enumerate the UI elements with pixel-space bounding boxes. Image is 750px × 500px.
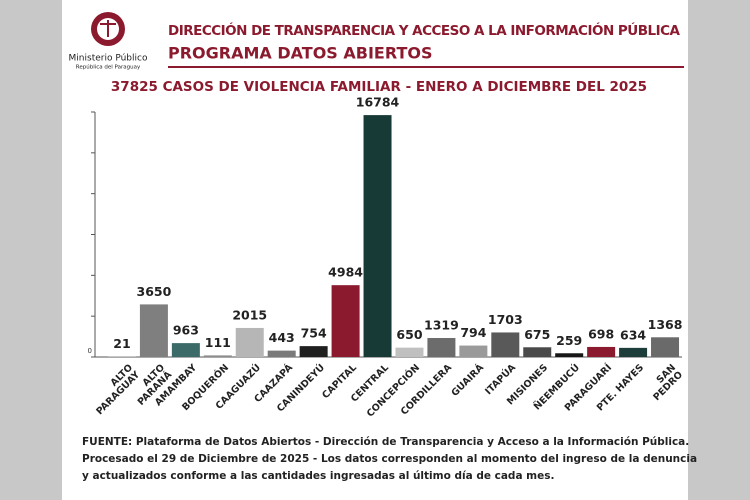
bar bbox=[331, 285, 360, 357]
value-label: 1703 bbox=[488, 312, 523, 327]
footer-line: FUENTE: Plataforma de Datos Abiertos - D… bbox=[82, 436, 690, 448]
bar bbox=[523, 347, 552, 357]
bar bbox=[651, 337, 680, 357]
value-label: 21 bbox=[113, 336, 130, 351]
value-label: 1368 bbox=[648, 317, 683, 332]
footer-line: Procesado el 29 de Diciembre de 2025 - L… bbox=[82, 453, 698, 465]
value-label: 2015 bbox=[232, 307, 267, 322]
value-label: 650 bbox=[396, 327, 422, 342]
value-label: 259 bbox=[556, 333, 582, 348]
bar bbox=[171, 343, 200, 357]
value-label: 634 bbox=[620, 327, 646, 342]
value-label: 698 bbox=[588, 326, 614, 341]
bar bbox=[363, 115, 392, 357]
bar bbox=[267, 350, 296, 357]
value-label: 3650 bbox=[137, 284, 172, 299]
footer-line: y actualizados conforme a las cantidades… bbox=[82, 470, 555, 482]
value-label: 111 bbox=[205, 335, 231, 350]
bar bbox=[299, 346, 328, 357]
value-label: 1319 bbox=[424, 317, 459, 332]
bar bbox=[459, 345, 488, 357]
org-sub: República del Paraguay bbox=[76, 64, 141, 71]
chart-title: 37825 CASOS DE VIOLENCIA FAMILIAR - ENER… bbox=[111, 79, 647, 95]
bar bbox=[619, 347, 648, 357]
header-title: DIRECCIÓN DE TRANSPARENCIA Y ACCESO A LA… bbox=[168, 21, 681, 39]
header-subtitle: PROGRAMA DATOS ABIERTOS bbox=[168, 44, 433, 63]
value-label: 16784 bbox=[356, 95, 400, 110]
value-label: 754 bbox=[301, 326, 327, 341]
y-tick-label: 0 bbox=[88, 347, 92, 355]
value-label: 443 bbox=[269, 330, 295, 345]
logo bbox=[91, 12, 125, 46]
bar bbox=[395, 347, 424, 357]
value-label: 675 bbox=[524, 327, 550, 342]
value-label: 4984 bbox=[328, 265, 363, 280]
bar bbox=[555, 353, 584, 357]
value-label: 963 bbox=[173, 323, 199, 338]
bar bbox=[587, 346, 616, 357]
bar bbox=[427, 337, 456, 357]
org-name: Ministerio Público bbox=[69, 54, 148, 64]
bar bbox=[203, 355, 232, 357]
value-label: 794 bbox=[460, 325, 486, 340]
bar bbox=[235, 327, 264, 357]
bar bbox=[491, 332, 520, 357]
bar bbox=[139, 304, 168, 357]
